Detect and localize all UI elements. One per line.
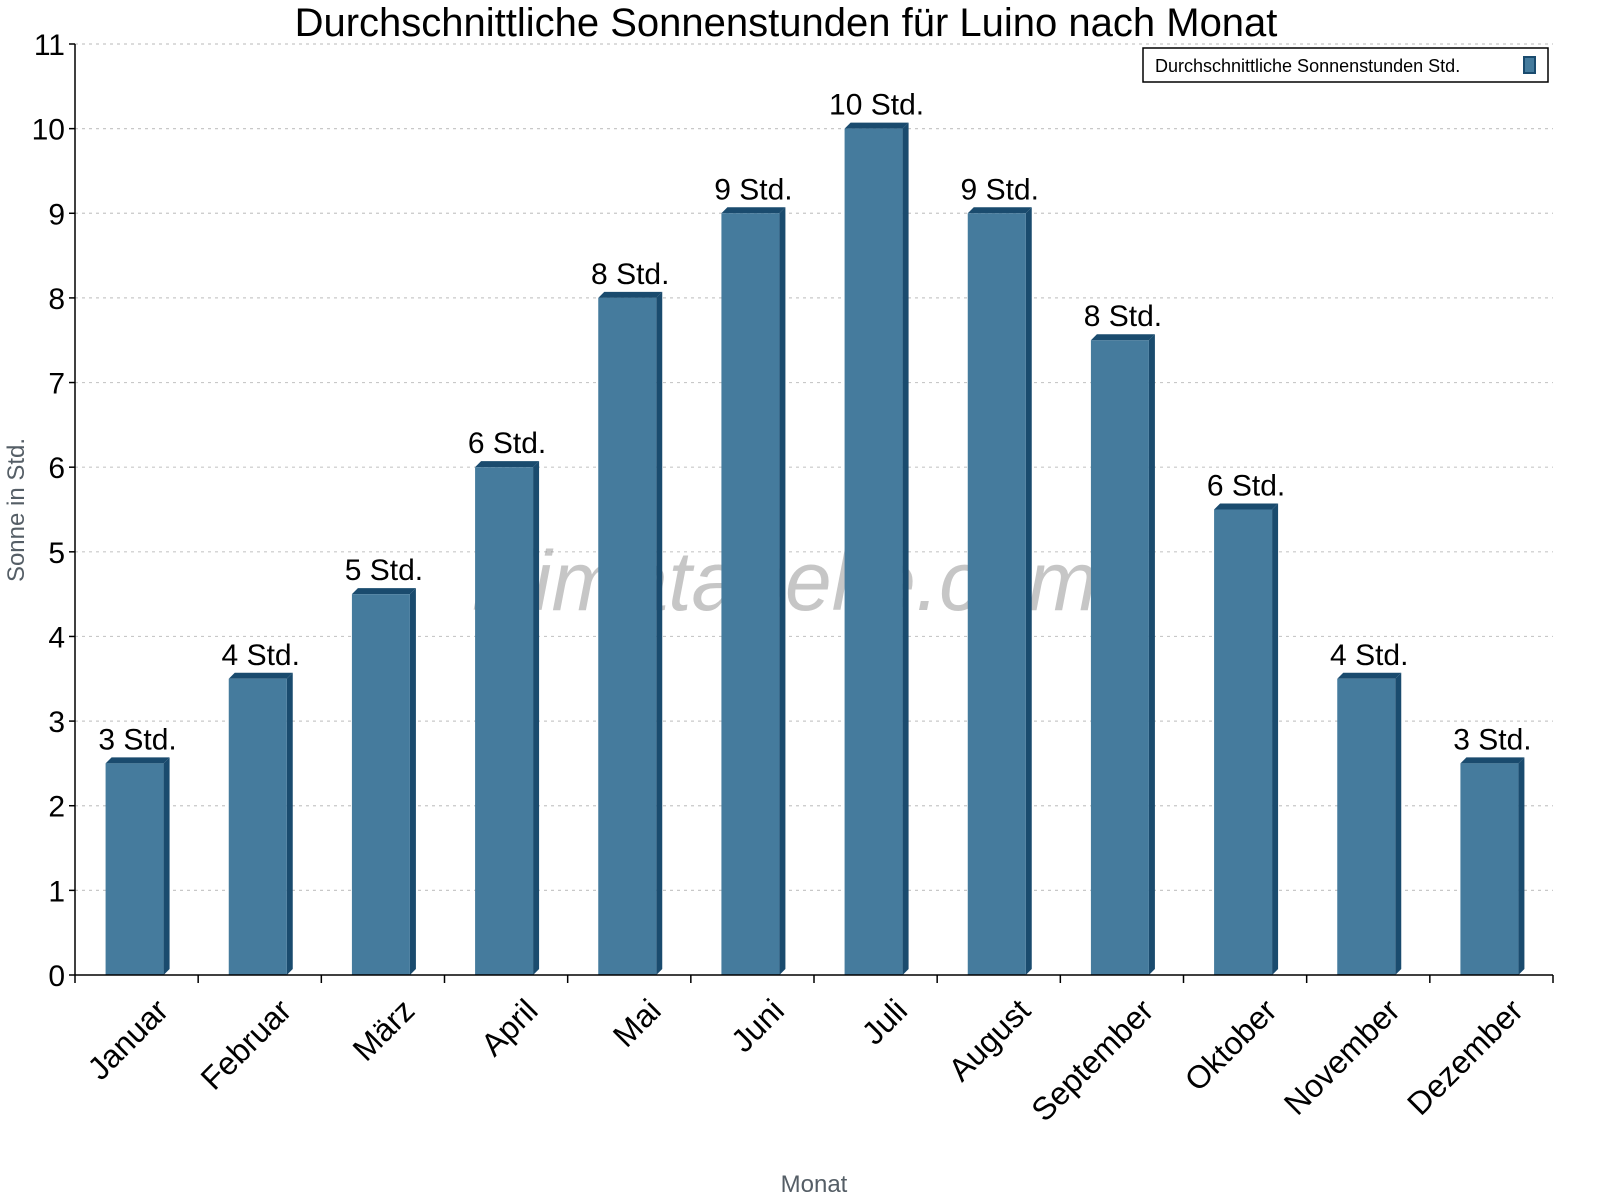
- x-tick-label: Juni: [724, 992, 791, 1059]
- bar: 10 Std.: [829, 89, 924, 976]
- y-tick-label: 6: [48, 452, 65, 485]
- bar: 8 Std.: [1084, 300, 1162, 975]
- y-axis-label: Sonne in Std.: [3, 438, 30, 582]
- bar: 3 Std.: [98, 723, 177, 975]
- y-tick-label: 4: [48, 621, 65, 654]
- legend-swatch: [1523, 56, 1536, 74]
- x-tick-label: November: [1277, 992, 1407, 1122]
- x-tick-label: Dezember: [1400, 992, 1530, 1122]
- bar: 9 Std.: [961, 173, 1039, 976]
- bar-value-label: 9 Std.: [961, 173, 1039, 206]
- x-tick-label: Februar: [194, 992, 299, 1097]
- x-axis-ticks: Januar Februar März April Mai Juni Juli AugustS…: [74, 975, 1554, 1128]
- y-tick-label: 5: [48, 537, 65, 570]
- bars: 3 Std. 4 Std. 5 Std. 6 Std. 8 Std. 9 Std. 10 S…: [98, 89, 1532, 976]
- bar: 4 Std.: [222, 639, 300, 975]
- x-tick-label: März: [346, 992, 422, 1068]
- bar: 4 Std.: [1330, 639, 1408, 975]
- axes: [74, 44, 1553, 976]
- legend: Durchschnittliche Sonnenstunden Std.: [1142, 47, 1549, 83]
- bar-value-label: 9 Std.: [714, 173, 792, 206]
- bar: 8 Std.: [591, 258, 669, 976]
- x-tick-label: Oktober: [1178, 992, 1284, 1098]
- x-axis-label: Monat: [781, 1171, 848, 1198]
- y-tick-label: 3: [48, 706, 65, 739]
- bar-value-label: 8 Std.: [591, 258, 669, 291]
- gridlines: [75, 43, 1553, 891]
- bar-value-label: 8 Std.: [1084, 300, 1162, 333]
- y-tick-label: 10: [32, 114, 65, 147]
- x-tick-label: Juli: [855, 992, 914, 1051]
- bar-value-label: 4 Std.: [222, 639, 300, 672]
- y-tick-label: 1: [48, 875, 65, 908]
- chart-title: Durchschnittliche Sonnenstunden für Luin…: [295, 1, 1278, 45]
- x-tick-label: September: [1024, 992, 1160, 1128]
- bar: 3 Std.: [1453, 723, 1532, 975]
- bar-value-label: 5 Std.: [345, 554, 423, 587]
- bar-value-label: 10 Std.: [829, 89, 924, 122]
- y-tick-label: 0: [48, 960, 65, 993]
- bar-value-label: 3 Std.: [1453, 723, 1531, 756]
- y-tick-label: 11: [34, 29, 65, 62]
- y-axis-ticks: 0 1 2 3 4 5 6 7 8 9 10 11: [32, 29, 75, 993]
- legend-label: Durchschnittliche Sonnenstunden Std.: [1155, 56, 1460, 76]
- x-tick-label: August: [941, 992, 1037, 1088]
- bar-value-label: 3 Std.: [98, 723, 176, 756]
- x-tick-label: April: [474, 992, 545, 1063]
- y-tick-label: 7: [48, 368, 65, 401]
- y-tick-label: 9: [48, 198, 65, 231]
- bar-value-label: 4 Std.: [1330, 639, 1408, 672]
- x-tick-label: Januar: [80, 992, 175, 1087]
- y-tick-label: 2: [48, 791, 65, 824]
- x-tick-label: Mai: [606, 992, 668, 1054]
- bar-value-label: 6 Std.: [468, 427, 546, 460]
- bar: 9 Std.: [714, 173, 793, 976]
- bar: 6 Std.: [468, 427, 546, 975]
- y-tick-label: 8: [48, 283, 65, 316]
- bar: 5 Std.: [345, 554, 423, 975]
- bar: 6 Std.: [1207, 470, 1285, 975]
- bar-value-label: 6 Std.: [1207, 470, 1285, 503]
